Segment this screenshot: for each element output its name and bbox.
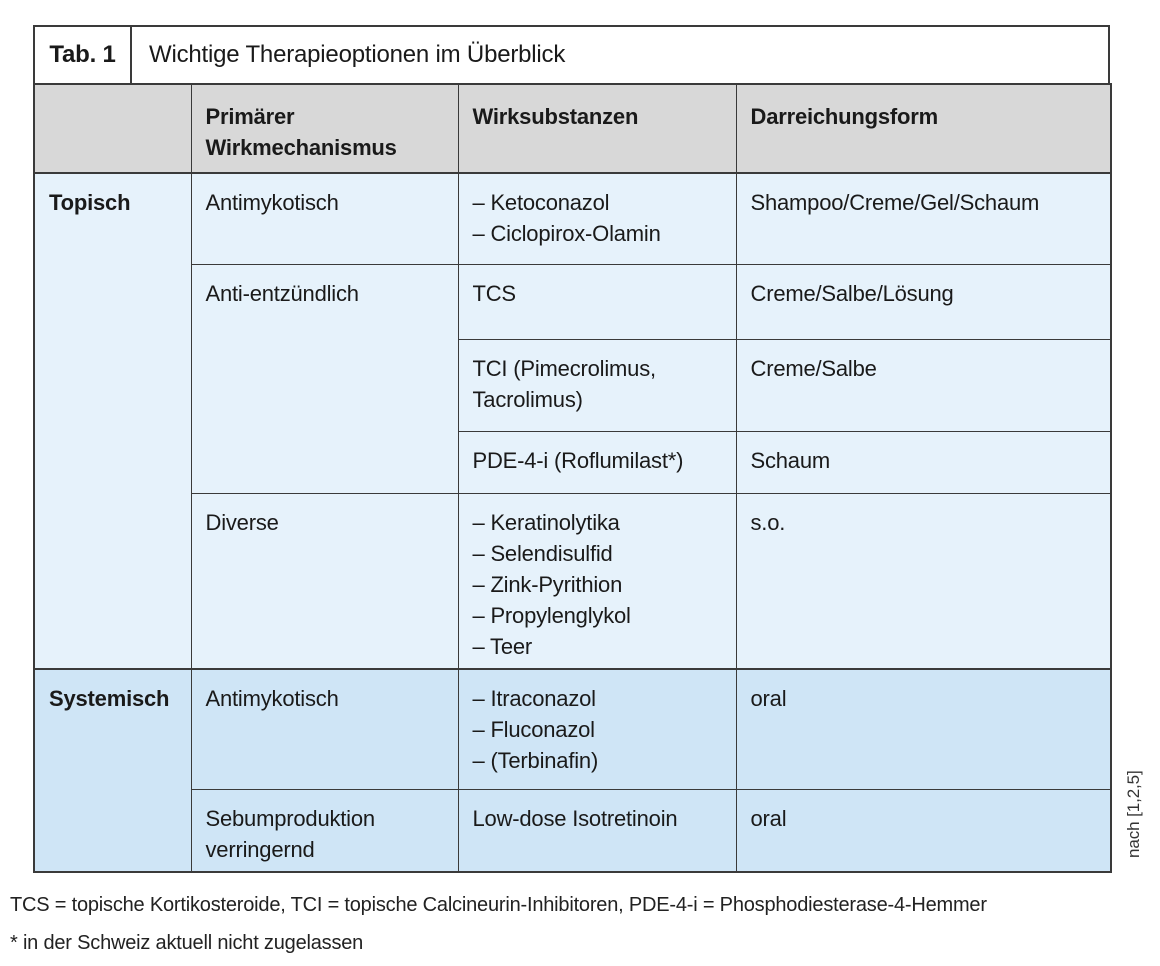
substance-line: – Fluconazol	[472, 716, 596, 742]
form-cell: Creme/Salbe	[735, 338, 1112, 432]
substances-cell: – Ketoconazol – Ciclopirox-Olamin	[457, 172, 737, 265]
footnote-asterisk: * in der Schweiz aktuell nicht zugelasse…	[10, 932, 364, 954]
substances-cell: – Itraconazol – Fluconazol – (Terbinafin)	[457, 667, 737, 790]
mechanism-cell: Antimykotisch	[190, 172, 459, 265]
table-row-topisch-tcs: Anti-entzündlich TCS Creme/Salbe/Lösung	[34, 263, 1112, 494]
form-cell: Shampoo/Creme/Gel/Schaum	[735, 172, 1112, 265]
footnote-abbreviations: TCS = topische Kortikosteroide, TCI = to…	[10, 894, 987, 916]
section-cell-topisch: Topisch	[33, 172, 192, 669]
substance-line: – Selendisulfid	[472, 540, 613, 566]
table-row-systemisch-antimykotisch: Systemisch Antimykotisch – Itraconazol – …	[33, 667, 1112, 873]
form-cell: Schaum	[735, 430, 1112, 494]
table-row-topisch-diverse: Diverse – Keratinolytika – Selendisulfid –…	[34, 492, 1112, 669]
substance-line: PDE-4-i (Roflumilast*)	[472, 447, 684, 473]
column-header-form: Darreichungsform	[735, 83, 1112, 174]
table-number-label: Tab. 1	[35, 27, 132, 83]
table-title-bar: Tab. 1 Wichtige Therapieoptionen im Über…	[33, 25, 1110, 83]
table-title: Wichtige Therapieoptionen im Überblick	[149, 41, 566, 68]
table-row-systemisch-sebum: Sebumproduktion verringernd Low-dose Iso…	[34, 789, 1112, 873]
form-cell: s.o.	[735, 492, 1112, 669]
substances-cell: TCS	[457, 263, 737, 340]
substance-line: – Keratinolytika	[472, 509, 620, 535]
form-cell: Creme/Salbe/Lösung	[735, 263, 1112, 340]
substance-line: – Ketoconazol	[472, 190, 610, 215]
mechanism-cell: Diverse	[190, 492, 459, 669]
substance-line: TCI (Pimecrolimus, Tacrolimus)	[472, 355, 657, 412]
mechanism-cell: Anti-entzündlich	[190, 263, 459, 494]
substance-line: TCS	[472, 280, 517, 306]
substance-line: – (Terbinafin)	[472, 747, 599, 773]
table-row-topisch-antimykotisch: Topisch Antimykotisch – Ketoconazol – Cic…	[33, 172, 1112, 669]
substance-line: – Propylenglykol	[472, 602, 631, 628]
mechanism-cell: Antimykotisch	[190, 667, 459, 790]
substances-cell: – Keratinolytika – Selendisulfid – Zink-Py…	[457, 492, 737, 669]
therapy-options-table: Primärer Wirkmechanismus Wirksubstanzen …	[33, 83, 1112, 873]
substance-line: – Ciclopirox-Olamin	[472, 221, 661, 246]
substance-line: Low-dose Isotretinoin	[472, 806, 678, 831]
source-citation-rotated: nach [1,2,5]	[1124, 770, 1143, 858]
header-row: Primärer Wirkmechanismus Wirksubstanzen …	[33, 83, 1112, 174]
column-header-empty	[33, 83, 192, 174]
form-cell: oral	[735, 667, 1112, 790]
table-row-topisch-pde4i: PDE-4-i (Roflumilast*) Schaum	[34, 430, 1112, 494]
column-header-mechanism: Primärer Wirkmechanismus	[190, 83, 459, 174]
mechanism-cell: Sebumproduktion verringernd	[190, 789, 459, 873]
substance-line: – Zink-Pyrithion	[472, 571, 623, 597]
substances-cell: Low-dose Isotretinoin	[457, 789, 737, 873]
substances-cell: TCI (Pimecrolimus, Tacrolimus)	[457, 338, 737, 432]
table-row-topisch-tci: TCI (Pimecrolimus, Tacrolimus) Creme/Sal…	[34, 338, 1112, 432]
substance-line: – Itraconazol	[472, 685, 597, 711]
column-header-substances: Wirksubstanzen	[457, 83, 737, 174]
form-cell: oral	[735, 789, 1112, 873]
substances-cell: PDE-4-i (Roflumilast*)	[457, 430, 737, 494]
section-cell-systemisch: Systemisch	[33, 667, 192, 873]
substance-line: – Teer	[472, 633, 533, 659]
table-figure: Tab. 1 Wichtige Therapieoptionen im Über…	[33, 25, 1112, 873]
